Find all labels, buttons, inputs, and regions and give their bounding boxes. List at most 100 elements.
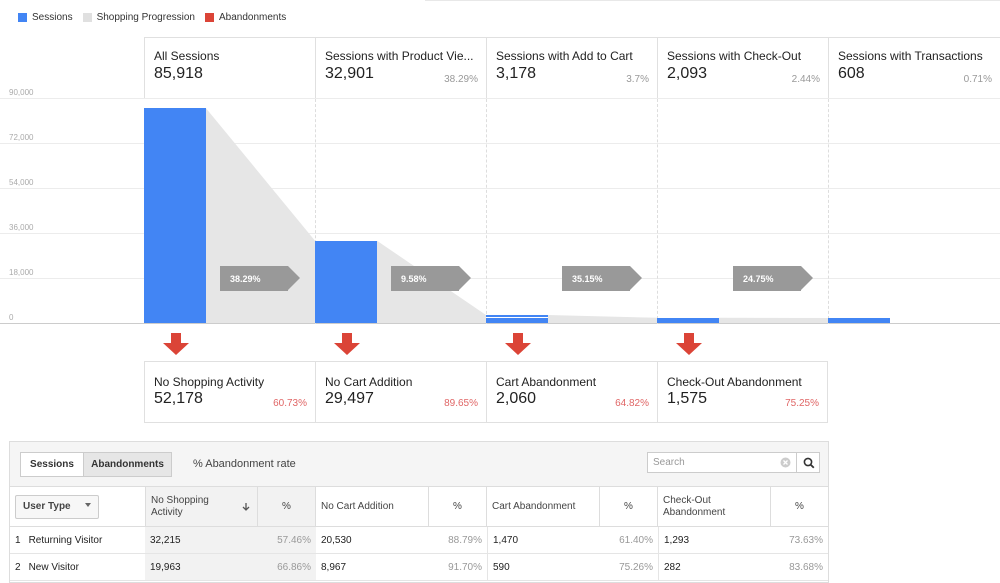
column-header-cart-abandonment[interactable]: Cart Abandonment bbox=[487, 487, 600, 527]
column-divider bbox=[486, 99, 487, 324]
column-divider bbox=[828, 99, 829, 324]
stage-value: 608 bbox=[838, 65, 865, 82]
gridline bbox=[0, 233, 1000, 234]
search-input[interactable]: Search bbox=[647, 452, 797, 473]
table-cell: 1,470 bbox=[487, 527, 600, 554]
gridline bbox=[0, 98, 1000, 99]
column-header-no-shopping-activity[interactable]: No Shopping Activity bbox=[145, 487, 258, 527]
table-row-dimension: 2 New Visitor bbox=[10, 554, 145, 581]
data-table: Sessions Abandonments % Abandonment rate… bbox=[9, 441, 829, 583]
legend-label: Sessions bbox=[32, 11, 73, 23]
legend-label: Shopping Progression bbox=[96, 11, 195, 23]
abandonment-value: 1,575 bbox=[667, 390, 708, 407]
column-header-percent[interactable]: % bbox=[258, 487, 316, 527]
column-divider bbox=[657, 99, 658, 324]
stage-percent: 38.29% bbox=[444, 74, 478, 85]
abandonment-title: No Shopping Activity bbox=[154, 375, 265, 389]
table-cell: 73.63% bbox=[771, 527, 828, 554]
dropdown-label: User Type bbox=[23, 501, 71, 512]
y-tick-label: 18,000 bbox=[9, 268, 34, 277]
abandonment-no-shopping-activity[interactable]: No Shopping Activity 52,178 60.73% bbox=[144, 361, 315, 423]
abandonment-value: 2,060 bbox=[496, 390, 537, 407]
funnel-bar-transactions[interactable] bbox=[828, 318, 890, 323]
abandonment-percent: 75.25% bbox=[785, 398, 819, 409]
progression-rate-badge: 24.75% bbox=[733, 266, 813, 291]
chevron-down-icon bbox=[85, 502, 91, 507]
abandonment-cart-abandonment[interactable]: Cart Abandonment 2,060 64.82% bbox=[486, 361, 657, 423]
y-tick-label: 54,000 bbox=[9, 178, 34, 187]
row-index: 1 bbox=[15, 534, 21, 546]
stage-value: 85,918 bbox=[154, 65, 203, 82]
table-cell: 57.46% bbox=[258, 527, 316, 554]
funnel-bar-check-out[interactable] bbox=[657, 317, 719, 323]
sort-descending-icon[interactable] bbox=[241, 502, 251, 512]
user-type-dropdown[interactable]: User Type bbox=[15, 494, 99, 519]
column-header-percent[interactable]: % bbox=[429, 487, 487, 527]
legend-label: Abandonments bbox=[218, 11, 287, 23]
legend-abandonments: Abandonments bbox=[204, 11, 287, 23]
abandonments-tab-button[interactable]: Abandonments bbox=[83, 452, 172, 477]
baseline bbox=[0, 323, 1000, 324]
progression-rate-badge: 35.15% bbox=[562, 266, 642, 291]
column-header-percent[interactable]: % bbox=[600, 487, 658, 527]
column-header-label: No Shopping Activity bbox=[151, 494, 209, 518]
table-cell: 83.68% bbox=[771, 554, 828, 581]
gridline bbox=[0, 143, 1000, 144]
legend-shopping-progression: Shopping Progression bbox=[82, 11, 195, 23]
search-button[interactable] bbox=[796, 452, 820, 473]
column-header-no-cart-addition[interactable]: No Cart Addition bbox=[316, 487, 429, 527]
legend-swatch bbox=[204, 12, 214, 22]
table-cell: 282 bbox=[658, 554, 771, 581]
abandonment-arrow-icon bbox=[163, 333, 189, 355]
top-divider bbox=[425, 0, 1000, 1]
column-divider bbox=[315, 99, 316, 324]
dimension-header-cell: User Type bbox=[10, 487, 145, 527]
y-tick-label: 0 bbox=[9, 313, 14, 322]
abandonment-title: No Cart Addition bbox=[325, 375, 413, 389]
row-index: 2 bbox=[15, 561, 21, 573]
abandonment-no-cart-addition[interactable]: No Cart Addition 29,497 89.65% bbox=[315, 361, 486, 423]
row-label[interactable]: New Visitor bbox=[28, 561, 79, 573]
abandonment-percent: 89.65% bbox=[444, 398, 478, 409]
funnel-bar-add-to-cart[interactable] bbox=[486, 315, 548, 323]
stage-value: 3,178 bbox=[496, 65, 537, 82]
abandonment-arrow-icon bbox=[334, 333, 360, 355]
abandonment-percent: 64.82% bbox=[615, 398, 649, 409]
gridline bbox=[0, 278, 1000, 279]
table-cell: 88.79% bbox=[429, 527, 487, 554]
column-header-percent[interactable]: % bbox=[771, 487, 828, 527]
row-label[interactable]: Returning Visitor bbox=[28, 534, 103, 546]
progression-rate-badge: 38.29% bbox=[220, 266, 300, 291]
progression-area bbox=[548, 315, 657, 323]
legend-swatch bbox=[18, 12, 27, 22]
table-row-dimension: 1 Returning Visitor bbox=[10, 527, 145, 554]
abandonment-arrow-icon bbox=[676, 333, 702, 355]
abandonment-rate-label: % Abandonment rate bbox=[193, 458, 296, 470]
table-toolbar: Sessions Abandonments % Abandonment rate… bbox=[10, 442, 828, 487]
funnel-bar-product-views[interactable] bbox=[315, 240, 377, 323]
table-cell: 19,963 bbox=[145, 554, 258, 581]
progression-area bbox=[719, 317, 828, 323]
table-cell: 20,530 bbox=[316, 527, 429, 554]
stage-value: 32,901 bbox=[325, 65, 374, 82]
abandonment-percent: 60.73% bbox=[273, 398, 307, 409]
stage-value: 2,093 bbox=[667, 65, 708, 82]
abandonment-title: Cart Abandonment bbox=[496, 375, 597, 389]
table-cell: 66.86% bbox=[258, 554, 316, 581]
table-cell: 590 bbox=[487, 554, 600, 581]
legend-sessions: Sessions bbox=[18, 12, 73, 23]
stage-percent: 3.7% bbox=[626, 74, 649, 85]
table-cell: 1,293 bbox=[658, 527, 771, 554]
clear-search-icon[interactable] bbox=[780, 457, 791, 468]
abandonment-arrow-icon bbox=[505, 333, 531, 355]
gridline bbox=[0, 188, 1000, 189]
column-header-check-out-abandonment[interactable]: Check-Out Abandonment bbox=[658, 487, 771, 527]
table-cell: 75.26% bbox=[600, 554, 658, 581]
abandonment-value: 29,497 bbox=[325, 390, 374, 407]
legend-swatch bbox=[82, 12, 92, 22]
funnel-bar-all-sessions[interactable] bbox=[144, 108, 206, 323]
table-cell: 91.70% bbox=[429, 554, 487, 581]
abandonment-check-out[interactable]: Check-Out Abandonment 1,575 75.25% bbox=[657, 361, 828, 423]
sessions-tab-button[interactable]: Sessions bbox=[20, 452, 84, 477]
stage-percent: 2.44% bbox=[791, 74, 820, 85]
